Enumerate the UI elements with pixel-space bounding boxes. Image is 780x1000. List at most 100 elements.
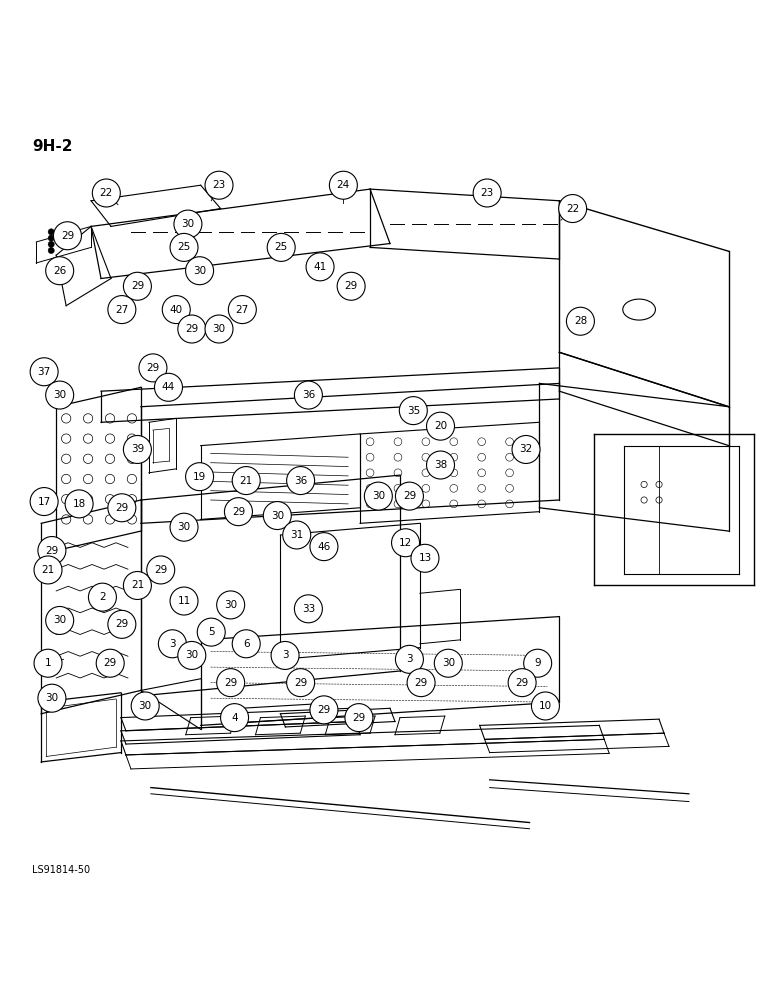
Text: 29: 29 (294, 678, 307, 688)
Circle shape (395, 645, 424, 673)
Text: 37: 37 (37, 367, 51, 377)
Text: 38: 38 (434, 460, 447, 470)
Circle shape (229, 296, 257, 324)
Text: 24: 24 (337, 180, 350, 190)
Circle shape (286, 669, 314, 697)
Text: 29: 29 (61, 231, 74, 241)
Text: 21: 21 (239, 476, 253, 486)
Text: 33: 33 (302, 604, 315, 614)
Text: 27: 27 (115, 305, 129, 315)
Text: 25: 25 (275, 242, 288, 252)
Text: 21: 21 (131, 580, 144, 590)
Circle shape (364, 482, 392, 510)
Text: 29: 29 (115, 503, 129, 513)
Circle shape (170, 513, 198, 541)
Circle shape (178, 641, 206, 669)
Circle shape (48, 241, 55, 247)
Circle shape (154, 373, 183, 401)
Circle shape (139, 354, 167, 382)
Text: 21: 21 (41, 565, 55, 575)
Circle shape (38, 537, 66, 565)
Circle shape (217, 669, 245, 697)
Circle shape (30, 358, 58, 386)
Circle shape (232, 467, 261, 495)
Text: 30: 30 (224, 600, 237, 610)
Circle shape (48, 235, 55, 241)
Text: 19: 19 (193, 472, 206, 482)
Text: 29: 29 (104, 658, 117, 668)
Circle shape (92, 179, 120, 207)
Circle shape (108, 296, 136, 324)
Circle shape (434, 649, 463, 677)
Circle shape (48, 229, 55, 235)
Text: 30: 30 (212, 324, 225, 334)
Text: 40: 40 (170, 305, 183, 315)
Circle shape (158, 630, 186, 658)
Text: 10: 10 (539, 701, 552, 711)
Text: 23: 23 (212, 180, 225, 190)
Circle shape (123, 572, 151, 599)
Circle shape (88, 583, 116, 611)
Circle shape (310, 696, 338, 724)
Text: 17: 17 (37, 497, 51, 507)
Text: 29: 29 (516, 678, 529, 688)
Text: 3: 3 (169, 639, 176, 649)
Circle shape (186, 463, 214, 491)
Circle shape (473, 179, 501, 207)
Text: 12: 12 (399, 538, 412, 548)
Circle shape (427, 451, 455, 479)
Circle shape (271, 641, 299, 669)
Circle shape (54, 222, 81, 250)
Text: 32: 32 (519, 444, 533, 454)
Text: 4: 4 (231, 713, 238, 723)
Text: 1: 1 (44, 658, 51, 668)
Circle shape (310, 533, 338, 561)
Text: 30: 30 (185, 650, 198, 660)
Circle shape (232, 630, 261, 658)
Text: 2: 2 (99, 592, 106, 602)
Text: 22: 22 (100, 188, 113, 198)
Circle shape (108, 494, 136, 522)
Text: 29: 29 (414, 678, 427, 688)
Text: 27: 27 (236, 305, 249, 315)
Text: 3: 3 (282, 650, 289, 660)
Circle shape (123, 435, 151, 463)
Circle shape (294, 381, 322, 409)
Text: 9: 9 (534, 658, 541, 668)
Circle shape (147, 556, 175, 584)
Text: 30: 30 (441, 658, 455, 668)
Text: 31: 31 (290, 530, 303, 540)
Circle shape (46, 606, 73, 634)
Circle shape (337, 272, 365, 300)
Circle shape (34, 649, 62, 677)
Text: 30: 30 (53, 615, 66, 625)
Text: 23: 23 (480, 188, 494, 198)
Text: 29: 29 (402, 491, 416, 501)
Text: 29: 29 (154, 565, 168, 575)
Circle shape (558, 195, 587, 223)
Text: 35: 35 (406, 406, 420, 416)
Text: 30: 30 (45, 693, 58, 703)
Text: 28: 28 (574, 316, 587, 326)
Text: 29: 29 (147, 363, 160, 373)
Text: 41: 41 (314, 262, 327, 272)
Text: 9H-2: 9H-2 (33, 139, 73, 154)
Text: 29: 29 (317, 705, 331, 715)
Text: 26: 26 (53, 266, 66, 276)
Text: 36: 36 (294, 476, 307, 486)
Text: 36: 36 (302, 390, 315, 400)
Text: 29: 29 (131, 281, 144, 291)
Text: 11: 11 (177, 596, 190, 606)
Circle shape (523, 649, 551, 677)
Text: LS91814-50: LS91814-50 (33, 865, 90, 875)
Circle shape (178, 315, 206, 343)
Text: 46: 46 (317, 542, 331, 552)
Circle shape (162, 296, 190, 324)
Text: 13: 13 (418, 553, 431, 563)
Text: 30: 30 (182, 219, 194, 229)
Circle shape (395, 482, 424, 510)
Circle shape (225, 498, 253, 526)
Text: 22: 22 (566, 204, 580, 214)
Circle shape (508, 669, 536, 697)
Text: 30: 30 (372, 491, 385, 501)
